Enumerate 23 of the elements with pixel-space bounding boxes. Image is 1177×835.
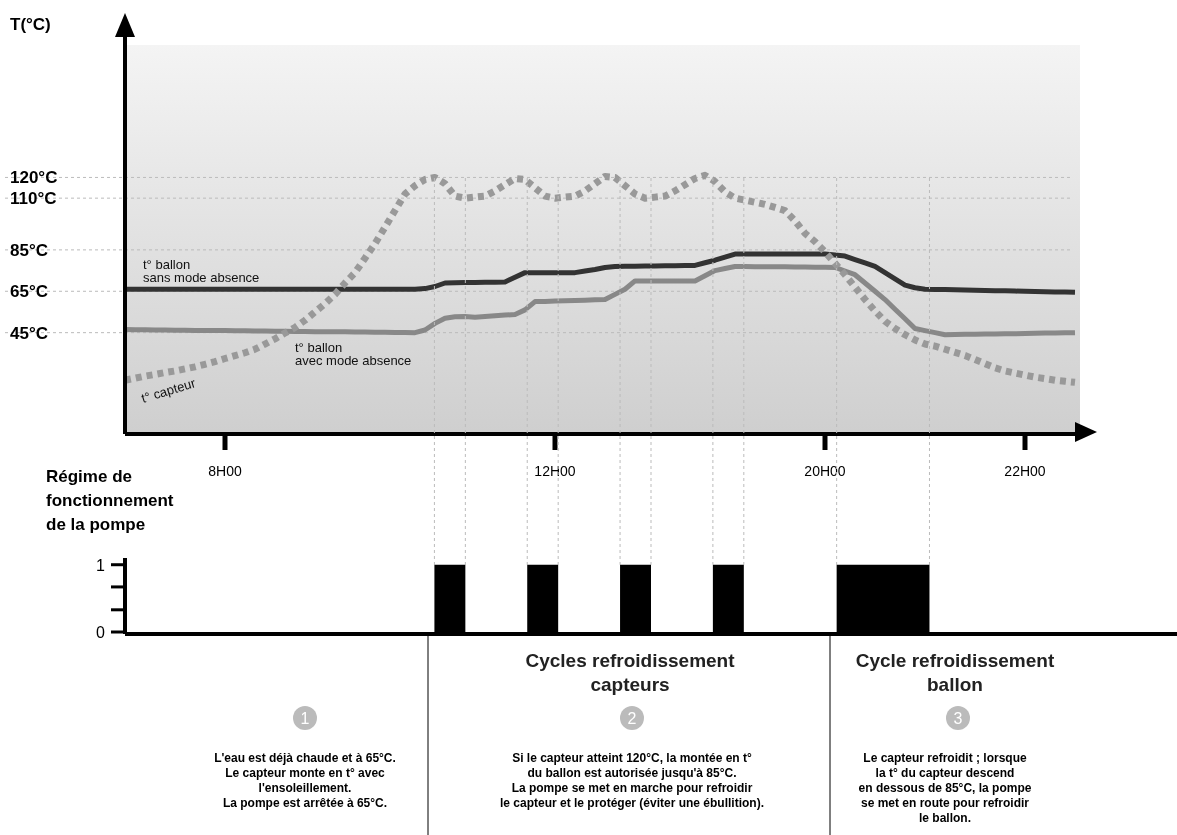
x-tick-label: 22H00: [1004, 463, 1046, 479]
y-tick-label: 110°C: [10, 189, 57, 209]
y-axis-title: T(°C): [10, 15, 51, 34]
y-tick-label: 85°C: [10, 240, 48, 260]
text: Le capteur refroidit ; lorsque la t° du capteur descend en dessous de 85°C, la pompe se met en route pour refroidir le ballon.: [858, 751, 1032, 825]
text: Si le capteur atteint 120°C, la montée en t° du ballon est autorisée jusqu'à 85°C. La pompe se met en marche pour refroidir le capteur et le protéger (éviter une ébullition).: [499, 751, 765, 810]
y-axis-title: Régime de fonctionnement de la pompe: [46, 467, 174, 534]
y-tick-label: 0: [96, 624, 106, 641]
text: t° capteur: [139, 375, 198, 406]
text: L'eau est déjà chaude et à 65°C. Le capteur monte en t° avec l'ensoleillement. La pompe est arrêtée à 65°C.: [214, 751, 396, 810]
text: Cycle refroidissement ballon: [855, 650, 1055, 695]
text: Cycles refroidissement capteurs: [525, 650, 736, 695]
y-tick-label: 120°C: [10, 168, 58, 188]
text: 2: [627, 710, 637, 727]
series-label: t° ballon sans mode absence: [143, 257, 260, 285]
text: 3: [953, 710, 963, 727]
x-tick-label: 12H00: [534, 463, 576, 479]
y-tick-label: 65°C: [10, 282, 48, 302]
x-tick-label: 20H00: [804, 463, 846, 479]
series-label: t° ballon avec mode absence: [295, 340, 412, 368]
y-tick-label: 45°C: [10, 323, 48, 343]
text: 1: [300, 710, 310, 727]
x-tick-label: 8H00: [208, 463, 242, 479]
